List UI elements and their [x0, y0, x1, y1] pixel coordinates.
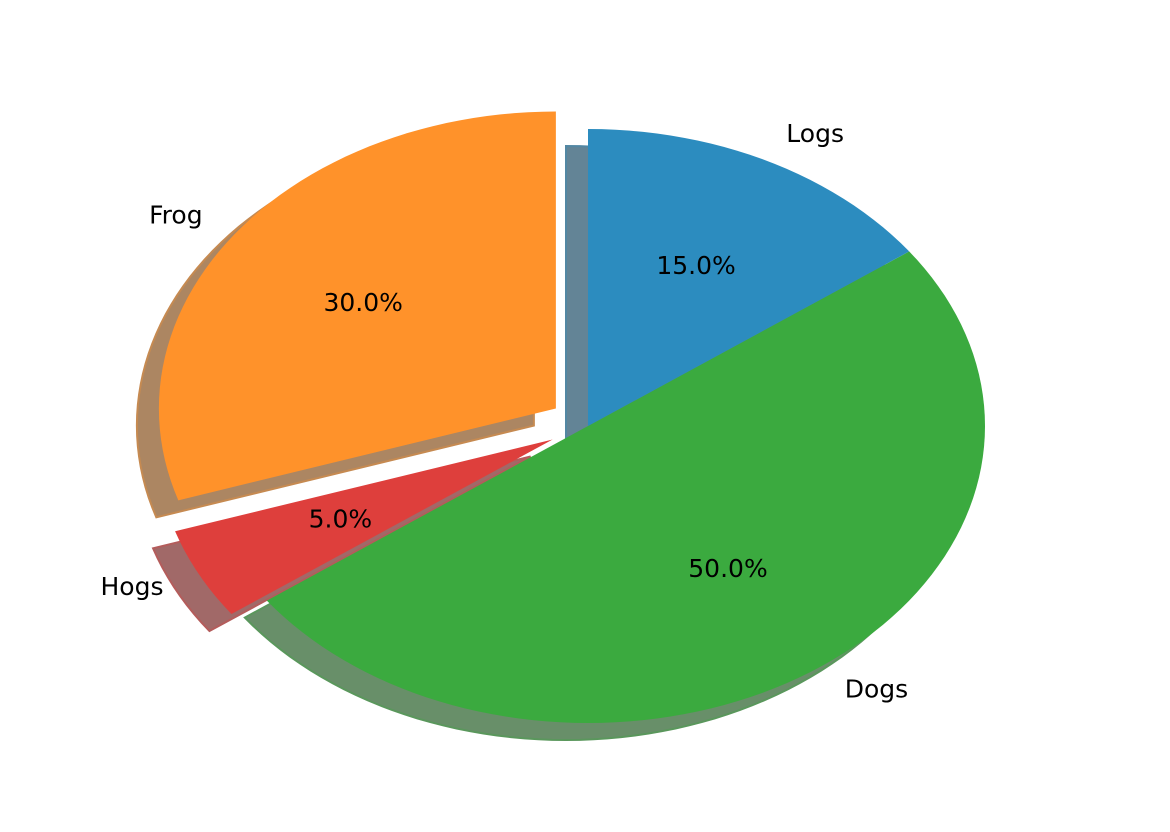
- percent-label-frog: 30.0%: [323, 288, 402, 317]
- percent-label-dogs: 50.0%: [688, 554, 767, 583]
- slice-label-frog: Frog: [149, 201, 202, 230]
- pie-labels: Frog 30.0% Hogs 5.0% Dogs 50.0% Logs 15.0%: [101, 119, 909, 703]
- percent-label-logs: 15.0%: [656, 251, 735, 280]
- pie-slice-frog: [158, 111, 556, 501]
- pie-wedges: [158, 111, 985, 723]
- percent-label-hogs: 5.0%: [309, 504, 373, 533]
- slice-label-logs: Logs: [786, 119, 844, 148]
- slice-label-dogs: Dogs: [845, 674, 908, 703]
- pie-slice-logs: [588, 129, 910, 426]
- pie-slice-dogs: [266, 251, 985, 723]
- pie-slice-hogs: [175, 439, 553, 615]
- slice-label-hogs: Hogs: [101, 572, 164, 601]
